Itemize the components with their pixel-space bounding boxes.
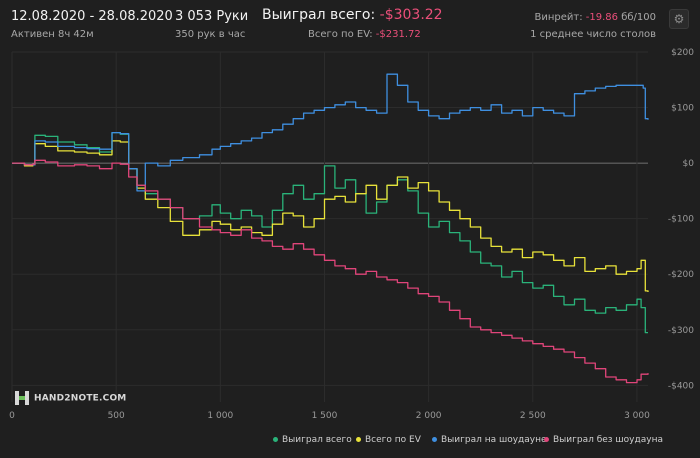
y-tick-label: -$100 [668, 215, 694, 225]
y-tick-label: $100 [671, 104, 694, 114]
ev-total: Всего по EV: -$231.72 [308, 29, 421, 40]
winrate-value: -19.86 [585, 12, 619, 23]
series-line-1 [12, 140, 649, 292]
x-tick-label: 500 [108, 411, 125, 421]
winrate-unit: бб/100 [621, 12, 656, 23]
hands-per-hour: 350 рук в час [175, 29, 246, 40]
legend-ev[interactable]: Всего по EV [356, 435, 421, 445]
legend-label: Выиграл без шоудауна [553, 435, 663, 445]
date-range: 12.08.2020 - 28.08.2020 [11, 9, 173, 24]
won-total-value: -$303.22 [379, 7, 443, 23]
legend-label: Всего по EV [365, 435, 421, 445]
y-tick-label: $200 [671, 48, 694, 58]
y-tick-label: -$300 [668, 326, 694, 336]
x-tick-label: 1 500 [312, 411, 338, 421]
won-total-label: Выиграл всего: [262, 7, 376, 23]
legend-won-total[interactable]: Выиграл всего [273, 435, 352, 445]
legend-nonshowdown[interactable]: Выиграл без шоудауна [544, 435, 663, 445]
x-tick-label: 1 000 [207, 411, 233, 421]
y-tick-label: $0 [683, 159, 695, 169]
won-total: Выиграл всего: -$303.22 [262, 7, 443, 23]
legend-dot-icon [273, 437, 278, 442]
legend-showdown[interactable]: Выиграл на шоудауне [432, 435, 547, 445]
legend-dot-icon [432, 437, 437, 442]
winrate: Винрейт: -19.86 бб/100 [534, 12, 656, 23]
legend-dot-icon [544, 437, 549, 442]
ev-total-value: -$231.72 [375, 29, 421, 40]
hands-count: 3 053 Руки [175, 9, 249, 24]
logo: HAND2NOTE.COM [14, 390, 126, 406]
active-time: Активен 8ч 42м [11, 29, 94, 40]
x-tick-label: 3 000 [624, 411, 650, 421]
series-line-2 [12, 73, 649, 192]
x-tick-label: 0 [9, 411, 15, 421]
chart-area: $200 $100 $0 -$100 -$200 -$300 -$400 0 500 1 000 1… [9, 48, 695, 421]
y-tick-label: -$200 [668, 270, 694, 280]
winrate-label: Винрейт: [534, 12, 583, 23]
legend-label: Выиграл на шоудауне [441, 435, 547, 445]
series-line-3 [12, 159, 649, 384]
logo-text: HAND2NOTE.COM [34, 393, 127, 404]
x-tick-label: 2 500 [520, 411, 546, 421]
x-tick-label: 2 000 [416, 411, 442, 421]
legend-label: Выиграл всего [282, 435, 352, 445]
y-tick-label: -$400 [668, 381, 694, 391]
tables-count: 1 среднее число столов [530, 29, 656, 40]
series-line-0 [12, 131, 648, 334]
settings-gear-icon[interactable]: ⚙ [669, 9, 689, 29]
ev-total-label: Всего по EV: [308, 29, 373, 40]
hand2note-logo-icon [15, 391, 29, 405]
legend-dot-icon [356, 437, 361, 442]
